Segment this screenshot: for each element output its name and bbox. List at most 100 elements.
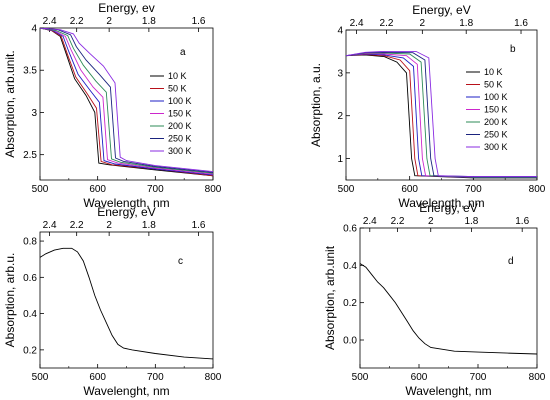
series-line — [40, 28, 213, 174]
top-axis-title: Energy, eV — [97, 205, 155, 219]
top-tick-label: 2 — [106, 16, 112, 27]
legend-label: 250 K — [484, 130, 508, 140]
legend-label: 100 K — [484, 92, 508, 102]
top-tick-label: 1.8 — [142, 16, 156, 27]
top-tick-label: 1.6 — [515, 216, 529, 227]
legend-label: 150 K — [484, 105, 508, 115]
y-tick-label: 0.6 — [343, 224, 357, 235]
series-line — [346, 51, 537, 178]
top-tick-label: 1.8 — [464, 216, 478, 227]
top-axis-title: Energy, eV — [412, 3, 470, 17]
y-tick-label: 1 — [337, 154, 343, 165]
legend-label: 300 K — [484, 142, 508, 152]
series-line — [40, 28, 213, 175]
legend-label: 300 K — [168, 146, 192, 156]
series-line — [360, 263, 537, 355]
x-tick-label: 800 — [529, 184, 546, 195]
legend-label: 50 K — [484, 80, 503, 90]
x-tick-label: 800 — [205, 372, 222, 383]
series-line — [40, 28, 213, 173]
top-tick-label: 2.2 — [380, 18, 394, 29]
panel-letter: c — [178, 256, 183, 267]
top-tick-label: 2.2 — [70, 16, 84, 27]
x-tick-label: 700 — [470, 372, 487, 383]
legend-label: 10 K — [168, 71, 187, 81]
legend-label: 100 K — [168, 96, 192, 106]
x-tick-label: 700 — [465, 184, 482, 195]
series-line — [40, 247, 213, 360]
y-tick-label: 3 — [31, 108, 37, 119]
x-axis-title: Wavelength, nm — [83, 196, 169, 210]
series-line — [346, 54, 537, 179]
y-tick-label: 4 — [337, 26, 343, 37]
chart-panel-d: 500 600 700 800 0.0 0.2 0.4 0.6 2.4 2.2 2 1.8 1.6 Wav… — [323, 201, 546, 398]
series-line — [346, 53, 537, 178]
top-tick-label: 2 — [428, 216, 434, 227]
top-tick-label: 1.8 — [459, 18, 473, 29]
y-tick-label: 0.4 — [23, 309, 37, 320]
x-tick-label: 600 — [89, 184, 106, 195]
top-tick-label: 1.6 — [514, 18, 528, 29]
legend-label: 50 K — [168, 84, 187, 94]
x-tick-label: 600 — [401, 184, 418, 195]
legend-label: 10 K — [484, 67, 503, 77]
top-tick-label: 1.8 — [142, 220, 156, 231]
top-tick-label: 2.2 — [391, 216, 405, 227]
chart-panel-b: 500 600 700 800 1 2 3 4 2.4 2.2 2 1.8 1.6 Wavelength,… — [309, 3, 546, 210]
top-tick-label: 2.2 — [70, 220, 84, 231]
x-tick-label: 800 — [205, 184, 222, 195]
x-tick-label: 700 — [147, 372, 164, 383]
legend-label: 250 K — [168, 134, 192, 144]
y-tick-label: 0.0 — [343, 336, 357, 347]
y-tick-label: 0.4 — [343, 261, 357, 272]
x-tick-label: 600 — [89, 372, 106, 383]
top-tick-label: 1.6 — [192, 220, 206, 231]
y-tick-label: 0.2 — [343, 298, 357, 309]
y-axis-title: Absorption, arb.u. — [3, 253, 17, 348]
chart-panel-a: 500 600 700 800 2.5 3 3.5 4 2.4 2.2 2 1.8 1.6 Wavelen… — [3, 1, 222, 210]
legend-label: 150 K — [168, 109, 192, 119]
plot-frame — [359, 227, 538, 369]
x-tick-label: 500 — [32, 372, 49, 383]
panel-letter: a — [180, 47, 186, 58]
top-tick-label: 2.4 — [363, 216, 377, 227]
x-axis-title: Wavelenght, nm — [405, 384, 491, 398]
x-tick-label: 500 — [338, 184, 355, 195]
y-axis-title: Absorption, arb.unit — [323, 245, 337, 350]
legend-label: 200 K — [168, 121, 192, 131]
x-axis-title: Wavelength, nm — [398, 196, 484, 210]
y-tick-label: 0.8 — [23, 237, 37, 248]
series-line — [40, 28, 213, 176]
y-tick-label: 2.5 — [23, 150, 37, 161]
x-axis-title: Wavelenght, nm — [83, 384, 169, 398]
top-axis-title: Energy, eV — [419, 201, 477, 215]
series-line — [40, 28, 213, 173]
series-line — [346, 52, 537, 178]
x-tick-label: 800 — [529, 372, 546, 383]
top-tick-label: 2 — [420, 18, 426, 29]
top-tick-label: 2.4 — [43, 220, 57, 231]
top-tick-label: 2.4 — [43, 16, 57, 27]
x-tick-label: 500 — [352, 372, 369, 383]
top-axis-title: Energy, ev — [98, 1, 154, 15]
y-axis-title: Absorption, arb.unit. — [3, 50, 17, 157]
y-tick-label: 3.5 — [23, 66, 37, 77]
chart-panel-c: 500 600 700 800 0.2 0.4 0.6 0.8 2.4 2.2 2 1.8 1.6 Wav… — [3, 205, 222, 398]
panel-letter: b — [510, 44, 516, 55]
y-axis-title: Absorption, a.u. — [309, 63, 323, 147]
series-line — [346, 53, 537, 178]
y-tick-label: 4 — [31, 24, 37, 35]
y-tick-label: 3 — [337, 68, 343, 79]
y-tick-label: 2 — [337, 111, 343, 122]
legend-label: 200 K — [484, 117, 508, 127]
y-tick-label: 0.6 — [23, 273, 37, 284]
series-line — [346, 50, 537, 178]
x-tick-label: 600 — [411, 372, 428, 383]
top-tick-label: 2.4 — [350, 18, 364, 29]
top-tick-label: 2 — [106, 220, 112, 231]
y-tick-label: 0.2 — [23, 345, 37, 356]
series-line — [346, 53, 537, 178]
plot-frame — [39, 231, 214, 369]
series-line — [40, 28, 213, 177]
